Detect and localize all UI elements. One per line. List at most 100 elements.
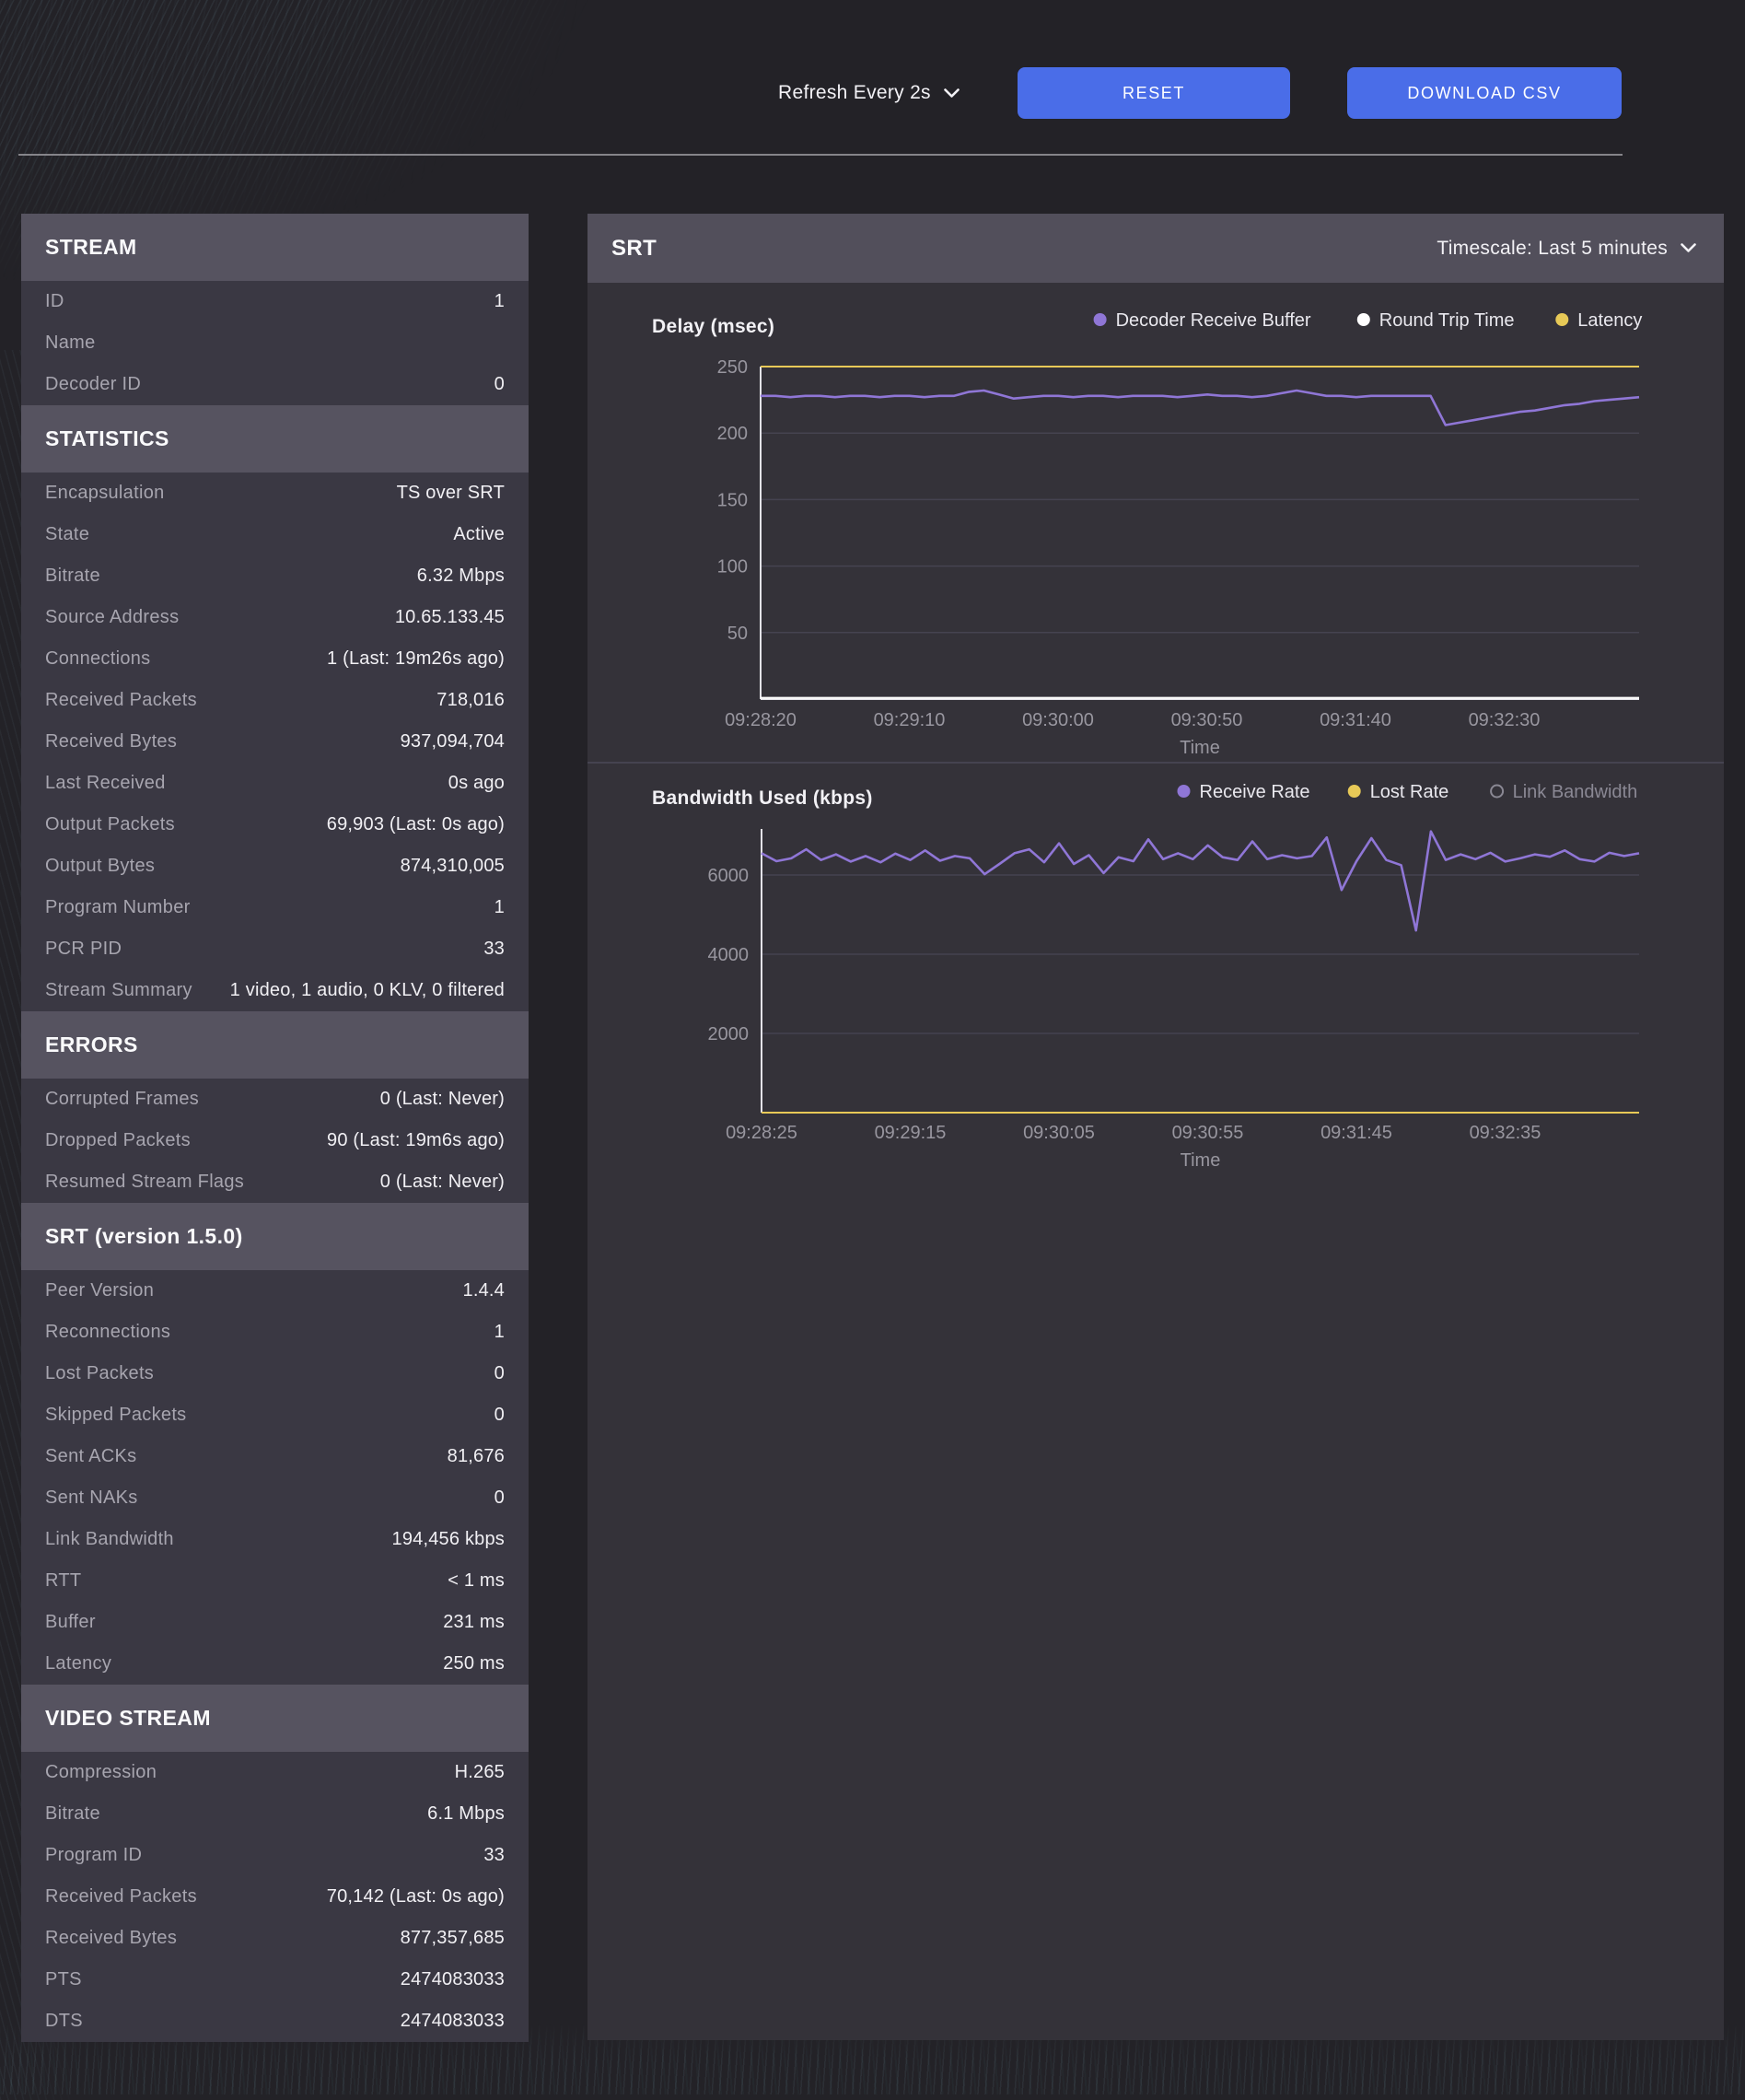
legend-dot xyxy=(1093,313,1107,326)
toolbar-separator xyxy=(18,154,1623,156)
legend-label: Round Trip Time xyxy=(1379,310,1515,331)
stat-row: Bitrate 6.32 Mbps xyxy=(21,555,529,597)
stat-row: Output Bytes 874,310,005 xyxy=(21,846,529,887)
stat-value: 877,357,685 xyxy=(400,1928,505,1948)
stat-value: 6.1 Mbps xyxy=(427,1803,505,1824)
x-tick-label: 09:32:35 xyxy=(1470,1123,1541,1143)
legend-dot xyxy=(1177,785,1191,798)
timescale-label: Timescale: Last 5 minutes xyxy=(1437,237,1668,259)
legend-item[interactable]: Link Bandwidth xyxy=(1490,782,1638,802)
stream-stats-panel: STREAM ID 1 Name Decoder ID 0 STATISTICS Encaps… xyxy=(21,214,529,2042)
legend-label: Lost Rate xyxy=(1370,782,1449,802)
stat-value: < 1 ms xyxy=(448,1570,505,1591)
stat-label: Link Bandwidth xyxy=(45,1529,174,1549)
series-line xyxy=(761,389,1640,426)
stat-value: 1 xyxy=(494,291,505,311)
stat-value: 0 xyxy=(494,1488,505,1508)
stat-value: 194,456 kbps xyxy=(391,1529,505,1549)
refresh-interval-label: Refresh Every 2s xyxy=(778,82,931,103)
stat-row: Source Address 10.65.133.45 xyxy=(21,597,529,638)
stat-value: 2474083033 xyxy=(400,1969,505,1989)
stat-row: Encapsulation TS over SRT xyxy=(21,472,529,514)
refresh-interval-dropdown[interactable]: Refresh Every 2s xyxy=(778,67,960,119)
stat-value: 0 xyxy=(494,1363,505,1383)
legend-item[interactable]: Latency xyxy=(1555,310,1642,331)
stat-label: State xyxy=(45,524,90,544)
srt-panel-header: SRT Timescale: Last 5 minutes xyxy=(587,214,1724,283)
stat-row: Skipped Packets 0 xyxy=(21,1394,529,1436)
legend-dot xyxy=(1347,785,1361,798)
stat-label: Compression xyxy=(45,1762,157,1782)
legend-item[interactable]: Receive Rate xyxy=(1177,782,1310,802)
stat-label: Received Packets xyxy=(45,690,197,710)
stat-row: Stream Summary 1 video, 1 audio, 0 KLV, 0… xyxy=(21,970,529,1011)
section-header: ERRORS xyxy=(21,1011,529,1079)
chart-title: Bandwidth Used (kbps) xyxy=(652,788,873,809)
stat-label: DTS xyxy=(45,2011,83,2031)
stat-label: Connections xyxy=(45,648,151,669)
stat-label: Output Packets xyxy=(45,814,175,834)
stat-row: Output Packets 69,903 (Last: 0s ago) xyxy=(21,804,529,846)
stat-row: Received Bytes 877,357,685 xyxy=(21,1918,529,1959)
stat-value: 69,903 (Last: 0s ago) xyxy=(326,814,505,834)
stat-label: Last Received xyxy=(45,773,166,793)
timescale-dropdown[interactable]: Timescale: Last 5 minutes xyxy=(1437,238,1696,260)
legend-dot xyxy=(1555,313,1569,326)
stat-label: Name xyxy=(45,332,96,353)
stat-label: Program Number xyxy=(45,897,191,917)
y-tick-label: 4000 xyxy=(708,945,750,965)
legend-dot xyxy=(1356,313,1370,326)
stat-label: PTS xyxy=(45,1969,82,1989)
stat-value: 0 (Last: Never) xyxy=(379,1172,505,1192)
stat-label: Bitrate xyxy=(45,566,100,586)
legend-item[interactable]: Lost Rate xyxy=(1347,782,1449,802)
stat-value: 1.4.4 xyxy=(462,1280,505,1301)
section-header: STATISTICS xyxy=(21,405,529,472)
stat-row: Latency 250 ms xyxy=(21,1643,529,1685)
stat-label: Sent NAKs xyxy=(45,1488,138,1508)
stat-value: 1 video, 1 audio, 0 KLV, 0 filtered xyxy=(229,980,505,1000)
y-tick-label: 250 xyxy=(717,357,748,378)
stat-label: Sent ACKs xyxy=(45,1446,137,1466)
legend-item[interactable]: Round Trip Time xyxy=(1356,310,1515,331)
stat-label: Bitrate xyxy=(45,1803,100,1824)
bandwidth-chart: Bandwidth Used (kbps) 2000 4000 6000 09:28:2… xyxy=(652,782,1640,1171)
x-tick-label: 09:30:55 xyxy=(1172,1123,1244,1143)
stat-label: Source Address xyxy=(45,607,180,627)
stat-row: Program Number 1 xyxy=(21,887,529,928)
stat-label: Corrupted Frames xyxy=(45,1089,200,1109)
legend-label: Decoder Receive Buffer xyxy=(1116,310,1311,331)
stat-value: 10.65.133.45 xyxy=(394,607,505,627)
legend-item[interactable]: Decoder Receive Buffer xyxy=(1093,310,1311,331)
stat-row: Last Received 0s ago xyxy=(21,763,529,804)
stat-value: 250 ms xyxy=(443,1653,505,1674)
stat-value: 0 xyxy=(494,1405,505,1425)
stat-label: Dropped Packets xyxy=(45,1130,191,1150)
section-header: VIDEO STREAM xyxy=(21,1685,529,1752)
stat-value: 0 (Last: Never) xyxy=(379,1089,505,1109)
legend-label: Link Bandwidth xyxy=(1513,782,1638,802)
stat-label: Stream Summary xyxy=(45,980,192,1000)
stat-row: Lost Packets 0 xyxy=(21,1353,529,1394)
stat-label: Received Packets xyxy=(45,1886,197,1907)
stat-row: Peer Version 1.4.4 xyxy=(21,1270,529,1312)
stat-row: Dropped Packets 90 (Last: 19m6s ago) xyxy=(21,1120,529,1161)
stat-label: Decoder ID xyxy=(45,374,142,394)
stat-row: State Active xyxy=(21,514,529,555)
stat-label: Reconnections xyxy=(45,1322,171,1342)
stat-value: 874,310,005 xyxy=(400,856,505,876)
reset-button[interactable]: RESET xyxy=(1018,67,1290,119)
stat-label: Peer Version xyxy=(45,1280,155,1301)
y-tick-label: 150 xyxy=(717,490,748,510)
stat-value: 937,094,704 xyxy=(400,731,505,752)
stat-label: Buffer xyxy=(45,1612,96,1632)
x-tick-label: 09:30:00 xyxy=(1022,710,1094,730)
stat-row: Name xyxy=(21,322,529,364)
download-csv-button[interactable]: DOWNLOAD CSV xyxy=(1347,67,1622,119)
stat-value: 33 xyxy=(483,939,505,959)
stat-label: Skipped Packets xyxy=(45,1405,187,1425)
legend-label: Latency xyxy=(1577,310,1642,331)
stat-value: 0 xyxy=(494,374,505,394)
stat-value: 33 xyxy=(483,1845,505,1865)
stat-value: 1 (Last: 19m26s ago) xyxy=(327,648,505,669)
